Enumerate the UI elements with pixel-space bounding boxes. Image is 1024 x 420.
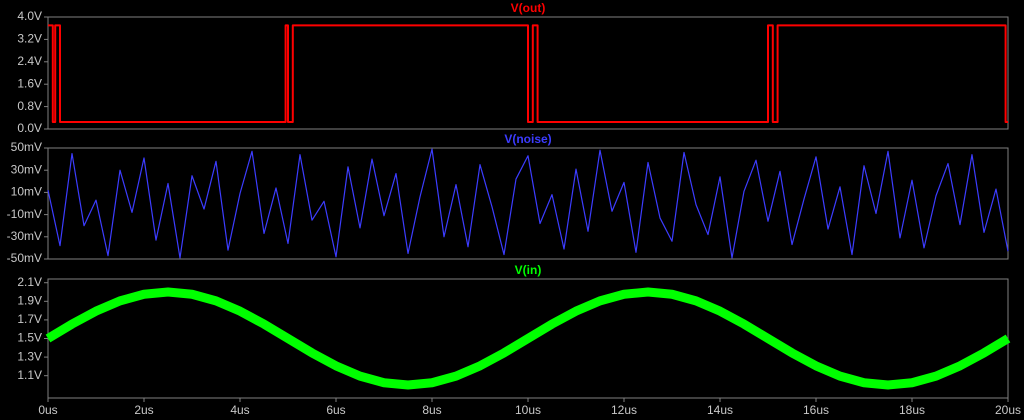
y-tick-label: -10mV (7, 207, 42, 221)
x-tick-label: 14us (707, 403, 733, 417)
x-tick-label: 20us (995, 403, 1021, 417)
x-tick-label: 12us (611, 403, 637, 417)
y-tick-label: 1.9V (17, 293, 42, 307)
series-title: V(out) (511, 1, 546, 15)
plot-frame (47, 16, 1009, 130)
series-line (48, 24, 1008, 123)
y-tick-label: -30mV (7, 229, 42, 243)
series-title: V(noise) (504, 132, 551, 146)
series-line (45, 287, 1011, 390)
x-tick-label: 0us (38, 403, 57, 417)
y-tick-label: 4.0V (17, 9, 42, 23)
x-tick-label: 10us (515, 403, 541, 417)
y-tick-label: 2.1V (17, 275, 42, 289)
x-tick-label: 4us (230, 403, 249, 417)
y-tick-label: 1.3V (17, 349, 42, 363)
y-tick-label: 0.8V (17, 99, 42, 113)
x-tick-label: 6us (326, 403, 345, 417)
y-tick-label: 10mV (11, 185, 42, 199)
series-line (47, 148, 1009, 259)
y-tick-label: 50mV (11, 140, 42, 154)
x-tick-label: 8us (422, 403, 441, 417)
y-tick-label: 0.0V (17, 121, 42, 135)
y-tick-label: 1.6V (17, 76, 42, 90)
y-tick-label: -50mV (7, 251, 42, 265)
x-tick-label: 16us (803, 403, 829, 417)
y-tick-label: 1.7V (17, 312, 42, 326)
y-tick-label: 30mV (11, 162, 42, 176)
y-tick-label: 3.2V (17, 32, 42, 46)
y-tick-label: 1.5V (17, 331, 42, 345)
x-tick-label: 2us (134, 403, 153, 417)
x-tick-label: 18us (899, 403, 925, 417)
series-title: V(in) (515, 263, 542, 277)
plot-frame (47, 147, 1009, 260)
y-tick-label: 1.1V (17, 368, 42, 382)
y-tick-label: 2.4V (17, 54, 42, 68)
